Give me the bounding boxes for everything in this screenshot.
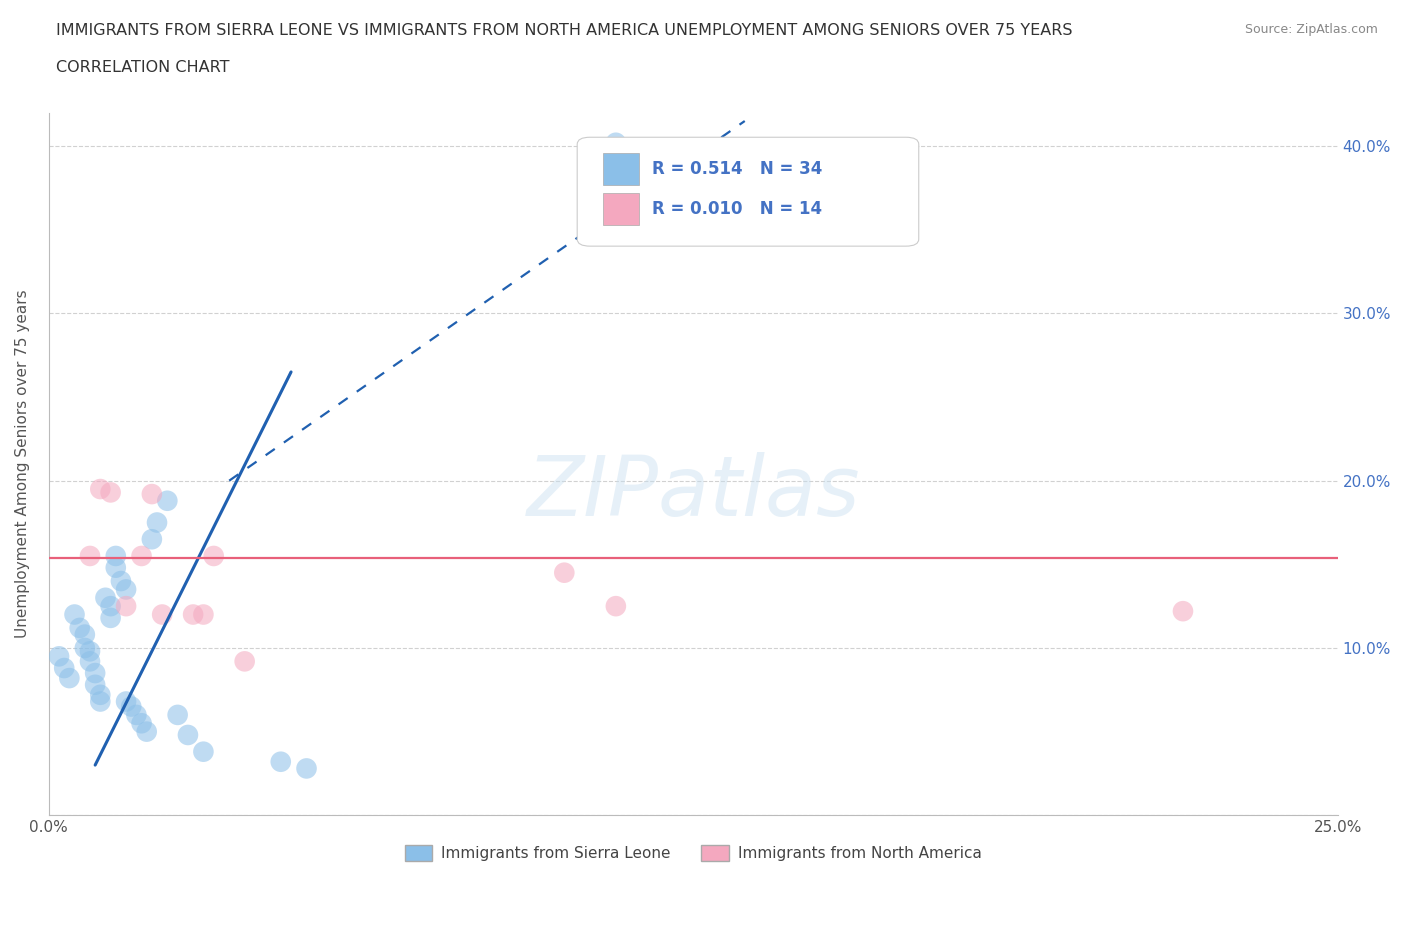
Point [69,620,91,635]
Point [115,599,138,614]
Point [115,582,138,597]
Point [53,660,76,675]
Y-axis label: Unemployment Among Seniors over 75 years: Unemployment Among Seniors over 75 years [15,289,30,638]
FancyBboxPatch shape [603,153,640,185]
Point [202,549,225,564]
Text: ZIPatlas: ZIPatlas [526,452,860,533]
Point [100,599,122,614]
Point [156,493,179,508]
Point [181,607,204,622]
Text: Source: ZipAtlas.com: Source: ZipAtlas.com [1244,23,1378,36]
Point [84,666,107,681]
Point [177,727,200,742]
Point [605,599,627,614]
Point [166,708,188,723]
Point [79,549,101,564]
Point [79,654,101,669]
Point [104,549,127,564]
Point [89,482,111,497]
Point [100,485,122,499]
Point [73,627,96,642]
Point [48,649,70,664]
Point [110,574,132,589]
Point [104,560,127,575]
Legend: Immigrants from Sierra Leone, Immigrants from North America: Immigrants from Sierra Leone, Immigrants… [398,839,988,868]
FancyBboxPatch shape [578,138,918,246]
Point [150,607,173,622]
Point [115,694,138,709]
Point [125,708,148,723]
Point [233,654,256,669]
Point [131,549,153,564]
Point [94,591,117,605]
Point [79,644,101,658]
Text: IMMIGRANTS FROM SIERRA LEONE VS IMMIGRANTS FROM NORTH AMERICA UNEMPLOYMENT AMONG: IMMIGRANTS FROM SIERRA LEONE VS IMMIGRAN… [56,23,1073,38]
Point [120,699,142,714]
Point [135,724,157,739]
Point [131,716,153,731]
Point [141,532,163,547]
Text: CORRELATION CHART: CORRELATION CHART [56,60,229,75]
Point [270,754,292,769]
Point [146,515,169,530]
Point [605,136,627,151]
Point [295,761,318,776]
Point [84,677,107,692]
Point [89,687,111,702]
FancyBboxPatch shape [603,193,640,225]
Point [141,486,163,501]
Text: R = 0.514   N = 34: R = 0.514 N = 34 [652,160,823,178]
Point [89,694,111,709]
Point [63,607,86,622]
Point [100,610,122,625]
Point [193,607,215,622]
Text: R = 0.010   N = 14: R = 0.010 N = 14 [652,200,823,218]
Point [193,744,215,759]
Point [73,641,96,656]
Point [58,671,80,685]
Point [553,565,575,580]
Point [1171,604,1194,618]
